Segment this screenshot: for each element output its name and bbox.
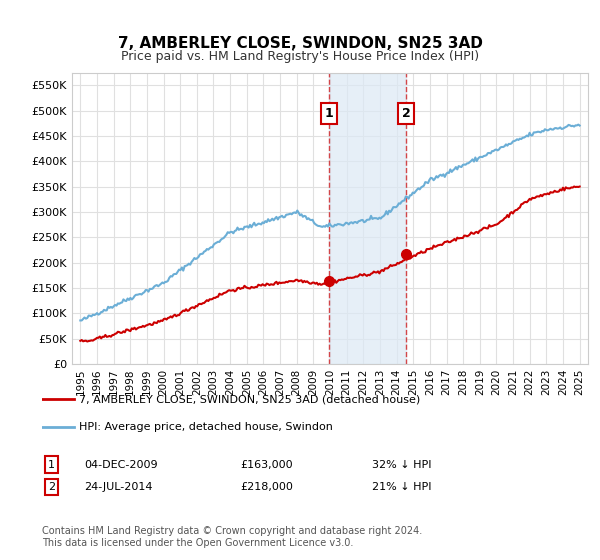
Text: £163,000: £163,000 bbox=[240, 460, 293, 470]
Text: 2: 2 bbox=[401, 107, 410, 120]
Text: Price paid vs. HM Land Registry's House Price Index (HPI): Price paid vs. HM Land Registry's House … bbox=[121, 50, 479, 63]
Text: 7, AMBERLEY CLOSE, SWINDON, SN25 3AD (detached house): 7, AMBERLEY CLOSE, SWINDON, SN25 3AD (de… bbox=[79, 394, 420, 404]
Text: 24-JUL-2014: 24-JUL-2014 bbox=[84, 482, 152, 492]
Text: HPI: Average price, detached house, Swindon: HPI: Average price, detached house, Swin… bbox=[79, 422, 333, 432]
Text: 2: 2 bbox=[48, 482, 55, 492]
Text: 1: 1 bbox=[324, 107, 333, 120]
Text: Contains HM Land Registry data © Crown copyright and database right 2024.
This d: Contains HM Land Registry data © Crown c… bbox=[42, 526, 422, 548]
Text: 32% ↓ HPI: 32% ↓ HPI bbox=[372, 460, 431, 470]
Text: 1: 1 bbox=[48, 460, 55, 470]
Text: £218,000: £218,000 bbox=[240, 482, 293, 492]
Text: 7, AMBERLEY CLOSE, SWINDON, SN25 3AD: 7, AMBERLEY CLOSE, SWINDON, SN25 3AD bbox=[118, 36, 482, 52]
Bar bbox=[329, 73, 406, 364]
Text: 04-DEC-2009: 04-DEC-2009 bbox=[84, 460, 158, 470]
Text: 21% ↓ HPI: 21% ↓ HPI bbox=[372, 482, 431, 492]
